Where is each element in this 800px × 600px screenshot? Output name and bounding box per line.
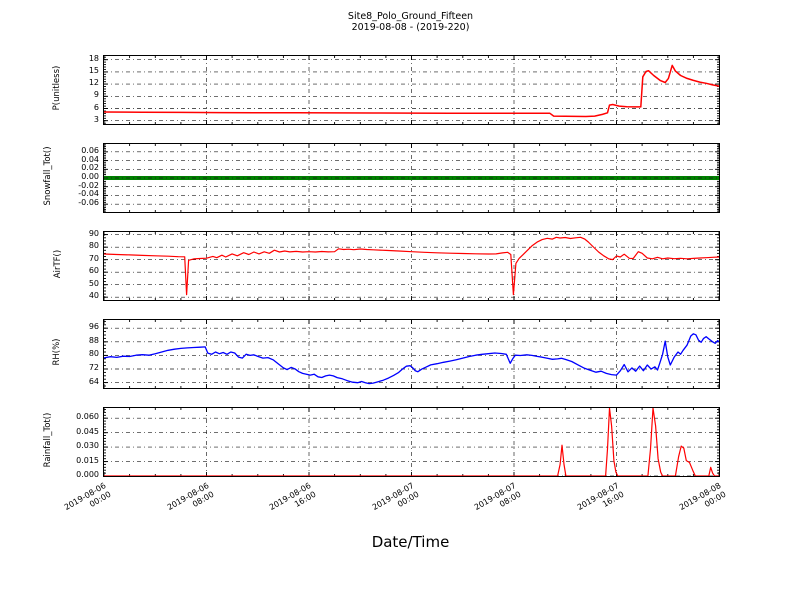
y-tick-label: 90 xyxy=(88,228,99,238)
chart-title: Site8_Polo_Ground_Fifteen 2019-08-08 - (… xyxy=(103,11,718,33)
y-tick-label: 60 xyxy=(88,266,99,276)
y-tick-label: 15 xyxy=(88,65,99,75)
x-tick-label: 2019-08-08 00:00 xyxy=(649,481,728,537)
y-tick-label: 0.00 xyxy=(81,172,99,181)
y-axis-title-snowfall-tot: Snowfall_Tot() xyxy=(43,146,53,206)
y-tick-label: 88 xyxy=(88,335,99,345)
panel-airtf xyxy=(103,231,720,301)
x-tick-label: 2019-08-07 08:00 xyxy=(444,481,523,537)
y-tick-label: 72 xyxy=(88,362,99,372)
y-tick-label: 6 xyxy=(93,102,99,112)
y-tick-label: 64 xyxy=(88,376,99,386)
y-tick-label: -0.02 xyxy=(78,180,99,190)
y-tick-label: 0.06 xyxy=(81,145,99,155)
y-tick-label: 9 xyxy=(93,90,99,100)
y-tick-label: 0.030 xyxy=(76,441,99,451)
y-tick-label: 0.045 xyxy=(76,426,99,436)
y-tick-label: 0.02 xyxy=(81,163,99,173)
y-tick-label: 50 xyxy=(88,278,99,288)
y-tick-label: 0.04 xyxy=(81,154,99,164)
y-tick-label: -0.04 xyxy=(78,189,99,199)
y-tick-label: 3 xyxy=(93,114,99,124)
y-tick-label: 96 xyxy=(88,322,99,332)
chart-title-line1: Site8_Polo_Ground_Fifteen xyxy=(347,11,474,22)
chart-title-line2: 2019-08-08 - (2019-220) xyxy=(351,22,470,33)
panel-rh xyxy=(103,319,720,389)
y-tick-label: 18 xyxy=(88,53,99,63)
y-tick-label: 80 xyxy=(88,349,99,359)
panel-p-unitless xyxy=(103,55,720,125)
y-tick-label: 0.015 xyxy=(76,455,99,465)
panel-snowfall-tot xyxy=(103,143,720,213)
y-tick-label: 12 xyxy=(88,78,99,88)
y-tick-label: 0.000 xyxy=(76,470,99,479)
y-tick-label: 80 xyxy=(88,241,99,251)
y-tick-label: 0.060 xyxy=(76,412,99,422)
y-tick-label: -0.06 xyxy=(78,198,99,208)
x-tick-label: 2019-08-07 16:00 xyxy=(546,481,625,537)
x-tick-label: 2019-08-06 08:00 xyxy=(136,481,215,537)
x-tick-label: 2019-08-07 00:00 xyxy=(341,481,420,537)
x-tick-label: 2019-08-06 16:00 xyxy=(239,481,318,537)
panel-rainfall-tot xyxy=(103,407,720,477)
y-tick-label: 70 xyxy=(88,253,99,263)
x-axis-label: Date/Time xyxy=(371,533,450,551)
y-tick-label: 40 xyxy=(88,291,99,301)
y-axis-title-rainfall-tot: Rainfall_Tot() xyxy=(43,412,53,468)
